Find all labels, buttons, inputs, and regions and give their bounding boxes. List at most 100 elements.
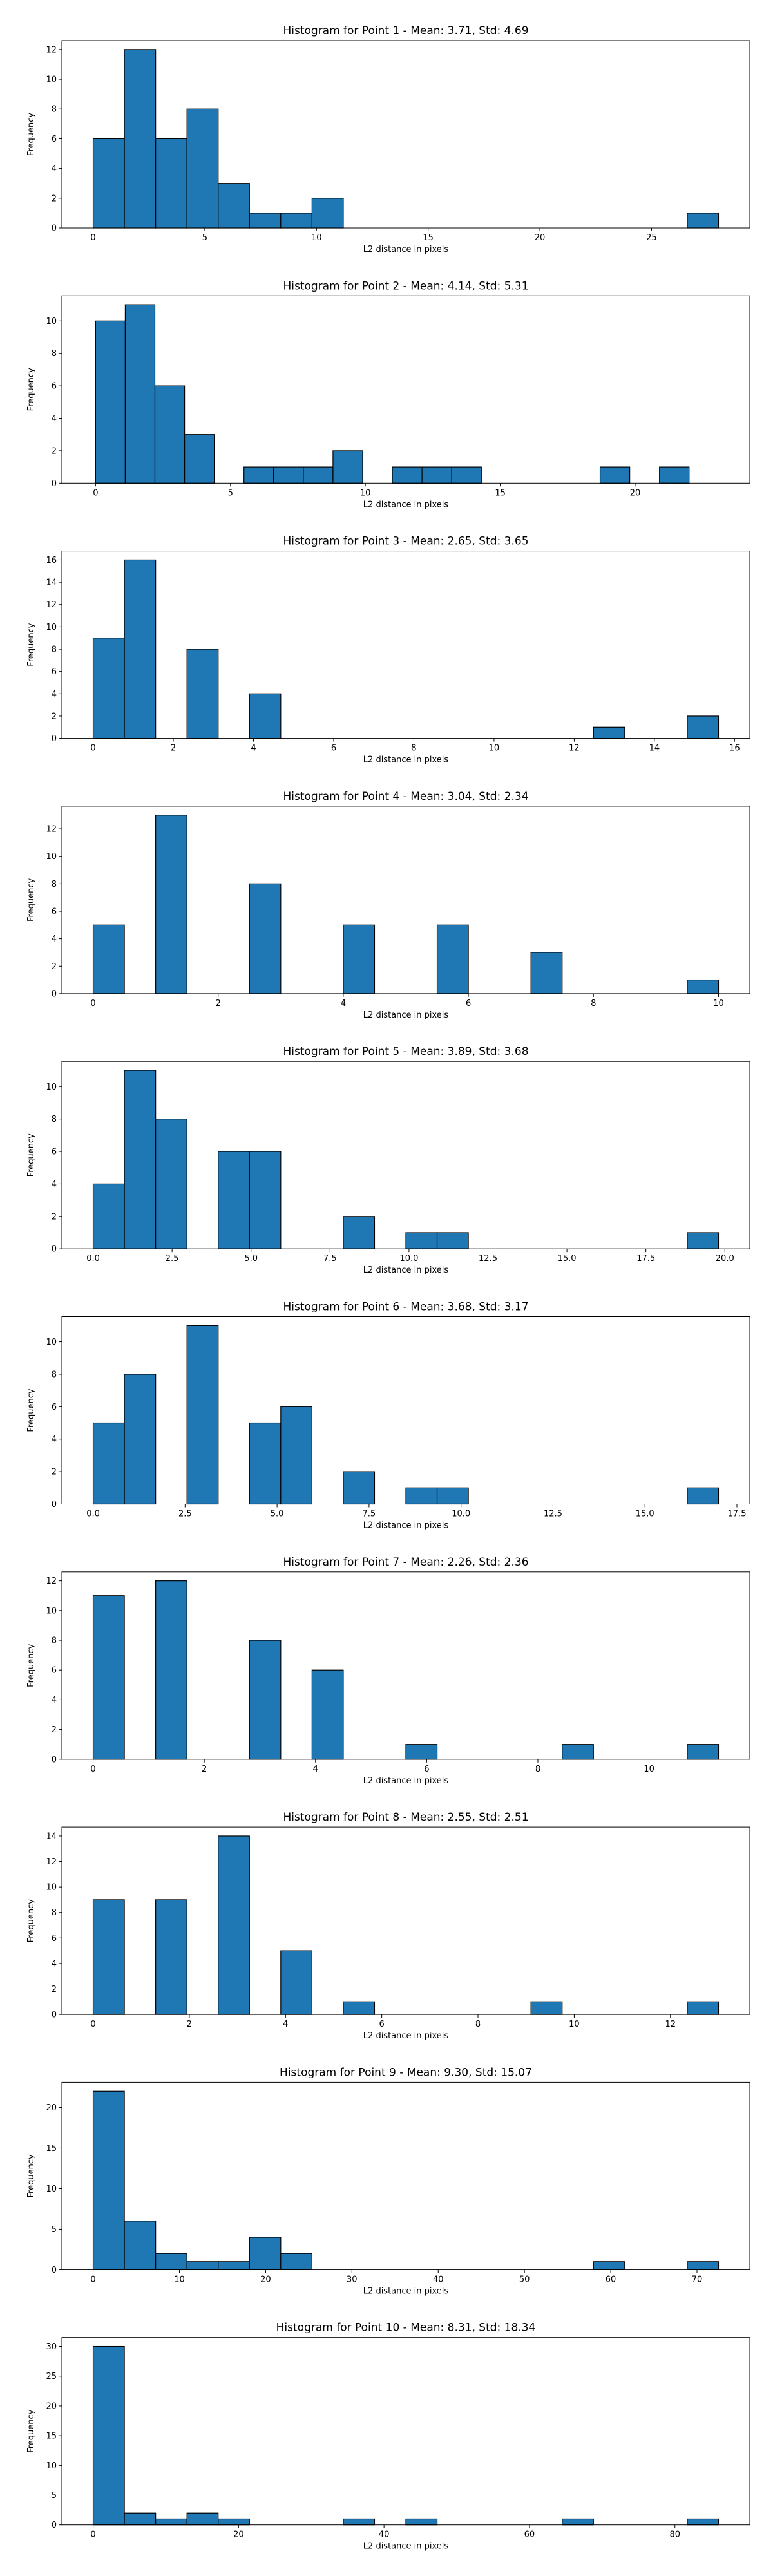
histogram-bar	[154, 385, 186, 484]
histogram-panel-6: Histogram for Point 6 - Mean: 3.68, Std:…	[26, 1301, 750, 1531]
y-tick-label: 5	[52, 2491, 57, 2501]
y-tick-label: 10	[46, 623, 57, 632]
x-tick-label: 6	[424, 1765, 429, 1774]
histogram-bar	[436, 924, 469, 994]
x-tick-label: 0	[90, 999, 95, 1009]
x-tick-label: 40	[379, 2530, 390, 2540]
y-tick-label: 6	[52, 1934, 57, 1944]
histogram-bar	[687, 2261, 720, 2270]
histogram-bar	[249, 2237, 282, 2271]
histogram-bar	[687, 213, 720, 229]
y-tick-label: 10	[46, 1083, 57, 1092]
histogram-bar	[343, 1471, 376, 1505]
y-tick-label: 8	[52, 1636, 57, 1646]
y-tick-label: 0	[52, 224, 57, 234]
histogram-panel-1: Histogram for Point 1 - Mean: 3.71, Std:…	[26, 24, 750, 254]
x-tick-label: 7.5	[363, 1510, 376, 1519]
y-tick-label: 8	[52, 1115, 57, 1124]
histogram-bar	[155, 1899, 187, 2015]
y-tick-label: 6	[52, 135, 57, 144]
x-tick-label: 0	[90, 233, 95, 243]
histogram-bar	[280, 1406, 312, 1505]
x-tick-label: 15.0	[636, 1510, 654, 1519]
histogram-bar	[155, 2518, 187, 2526]
x-tick-label: 15	[423, 233, 434, 243]
y-tick-label: 8	[52, 105, 57, 115]
y-tick-label: 12	[46, 1857, 57, 1867]
histogram-bar	[186, 2512, 219, 2526]
histogram-bar	[311, 1669, 344, 1760]
y-tick-label: 10	[46, 2461, 57, 2471]
y-axis-label: Frequency	[26, 623, 36, 666]
y-tick-label: 0	[52, 1755, 57, 1765]
x-tick-label: 50	[519, 2275, 530, 2284]
histogram-bar	[273, 466, 304, 484]
x-axis-label: L2 distance in pixels	[363, 2286, 449, 2296]
y-tick-label: 4	[52, 934, 57, 944]
plot-frame	[61, 806, 750, 994]
histogram-bar	[593, 726, 625, 739]
y-axis-label: Frequency	[26, 2409, 36, 2452]
plot-frame	[61, 1061, 750, 1249]
histogram-bar	[155, 2253, 187, 2270]
chart-title: Histogram for Point 9 - Mean: 9.30, Std:…	[280, 2066, 532, 2079]
histogram-bar	[562, 2518, 594, 2526]
histogram-bar	[186, 1325, 219, 1505]
x-axis-label: L2 distance in pixels	[363, 245, 449, 254]
histogram-bar	[451, 466, 482, 484]
x-tick-label: 2	[202, 1765, 207, 1774]
y-tick-label: 0	[52, 734, 57, 744]
chart-title: Histogram for Point 6 - Mean: 3.68, Std:…	[283, 1301, 528, 1314]
x-tick-label: 10	[569, 2020, 580, 2029]
y-tick-label: 20	[46, 2103, 57, 2113]
y-tick-label: 2	[52, 1725, 57, 1735]
y-axis-label: Frequency	[26, 1133, 36, 1177]
y-tick-label: 4	[52, 164, 57, 174]
y-tick-label: 25	[46, 2372, 57, 2382]
histogram-bar	[92, 638, 125, 739]
x-tick-label: 15	[495, 488, 506, 498]
y-tick-label: 0	[52, 2011, 57, 2020]
histogram-bar	[124, 559, 157, 739]
histogram-bar	[95, 320, 126, 484]
plot-frame	[61, 40, 750, 229]
x-tick-label: 8	[591, 999, 596, 1009]
x-axis-label: L2 distance in pixels	[363, 500, 449, 509]
x-axis-label: L2 distance in pixels	[363, 2542, 449, 2552]
y-tick-label: 8	[52, 1908, 57, 1918]
plot-frame	[61, 1826, 750, 2015]
histogram-bar	[599, 466, 631, 484]
y-tick-label: 5	[52, 2225, 57, 2235]
histogram-bar	[243, 466, 274, 484]
histogram-bar	[249, 213, 282, 229]
y-tick-label: 0	[52, 989, 57, 999]
histogram-bar	[124, 304, 156, 484]
x-tick-label: 0	[90, 744, 95, 753]
x-tick-label: 17.5	[728, 1510, 747, 1519]
histogram-bar	[92, 138, 125, 229]
x-tick-label: 20	[233, 2530, 244, 2540]
histogram-bar	[92, 1899, 125, 2015]
x-tick-label: 16	[729, 744, 740, 753]
x-tick-label: 20.0	[716, 1254, 734, 1264]
x-tick-label: 4	[341, 999, 346, 1009]
plot-frame	[61, 551, 750, 739]
x-axis-label: L2 distance in pixels	[363, 2031, 449, 2041]
x-axis-label: L2 distance in pixels	[363, 755, 449, 765]
plot-frame	[61, 1571, 750, 1760]
histogram-bar	[218, 2518, 250, 2526]
histogram-bar	[530, 952, 563, 994]
chart-title: Histogram for Point 2 - Mean: 4.14, Std:…	[283, 279, 528, 292]
histogram-bar	[155, 138, 187, 229]
chart-title: Histogram for Point 4 - Mean: 3.04, Std:…	[283, 790, 528, 803]
y-tick-label: 6	[52, 667, 57, 677]
x-tick-label: 10	[489, 744, 500, 753]
histogram-bar	[405, 1487, 438, 1505]
x-tick-label: 2.5	[178, 1510, 192, 1519]
y-tick-label: 0	[52, 2266, 57, 2275]
histogram-bar	[303, 466, 334, 484]
histogram-bar	[659, 466, 690, 484]
chart-title: Histogram for Point 10 - Mean: 8.31, Std…	[276, 2322, 536, 2334]
x-tick-label: 10	[360, 488, 371, 498]
y-tick-label: 0	[52, 479, 57, 489]
